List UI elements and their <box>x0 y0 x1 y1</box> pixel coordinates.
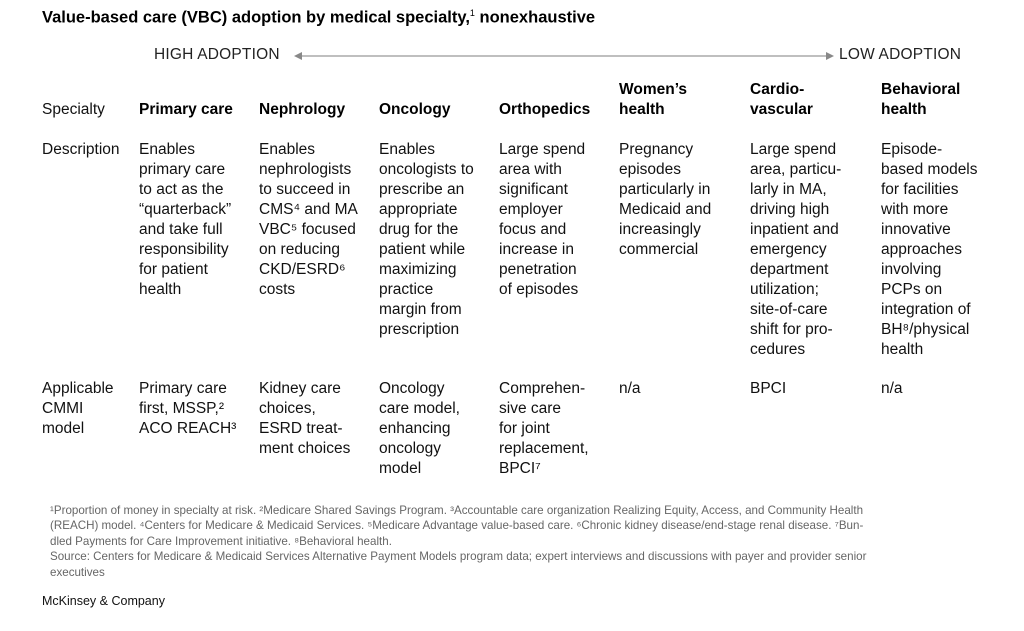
description-orthopedics: Large spend area with significant employ… <box>499 141 586 298</box>
description-oncology: Enables oncologists to prescribe an appr… <box>379 141 474 338</box>
column-header-behavioral-health: Behavioral health <box>881 81 961 118</box>
description-primary-care: Enables primary care to act as the “quar… <box>139 141 232 298</box>
column-header-cardiovascular: Cardio- vascular <box>750 81 813 118</box>
column-header-womens-health: Women’s health <box>619 81 688 118</box>
model-orthopedics: Comprehen- sive care for joint replaceme… <box>499 380 589 477</box>
model-womens-health: n/a <box>619 380 641 397</box>
description-nephrology: Enables nephrologists to succeed in CMS⁴… <box>259 141 358 298</box>
model-primary-care: Primary care first, MSSP,² ACO REACH³ <box>139 380 237 437</box>
row-label-specialty: Specialty <box>42 101 105 118</box>
low-adoption-label: LOW ADOPTION <box>839 46 962 63</box>
footnote-line: ¹Proportion of money in specialty at ris… <box>50 504 864 517</box>
footnote-line: (REACH) model. ⁴Centers for Medicare & M… <box>50 519 864 533</box>
column-header-primary-care: Primary care <box>139 101 233 118</box>
row-label-description: Description <box>42 141 120 158</box>
adoption-scale-arrow-icon <box>294 52 834 60</box>
column-header-oncology: Oncology <box>379 101 451 118</box>
source-note: Source: Centers for Medicare & Medicaid … <box>50 550 867 579</box>
title-footnote-marker: 1 <box>469 8 475 18</box>
description-womens-health: Pregnancy episodes particularly in Medic… <box>619 141 712 258</box>
footnote-line: dled Payments for Care Improvement initi… <box>50 534 392 548</box>
model-cardiovascular: BPCI <box>750 380 787 397</box>
model-behavioral-health: n/a <box>881 380 903 397</box>
model-nephrology: Kidney care choices, ESRD treat- ment ch… <box>259 380 351 457</box>
column-header-nephrology: Nephrology <box>259 101 346 118</box>
brand-logo-text: McKinsey & Company <box>42 594 165 608</box>
footnotes: ¹Proportion of money in specialty at ris… <box>50 503 990 580</box>
description-behavioral-health: Episode- based models for facilities wit… <box>881 141 978 358</box>
model-oncology: Oncology care model, enhancing oncology … <box>379 380 460 477</box>
description-cardiovascular: Large spend area, particu- larly in MA, … <box>750 141 842 358</box>
column-header-orthopedics: Orthopedics <box>499 101 591 118</box>
high-adoption-label: HIGH ADOPTION <box>154 46 280 63</box>
title-text: Value-based care (VBC) adoption by medic… <box>42 8 470 27</box>
title-suffix: nonexhaustive <box>474 8 596 27</box>
chart-title: Value-based care (VBC) adoption by medic… <box>42 8 595 28</box>
row-label-cmmi-model: Applicable CMMI model <box>42 380 114 437</box>
